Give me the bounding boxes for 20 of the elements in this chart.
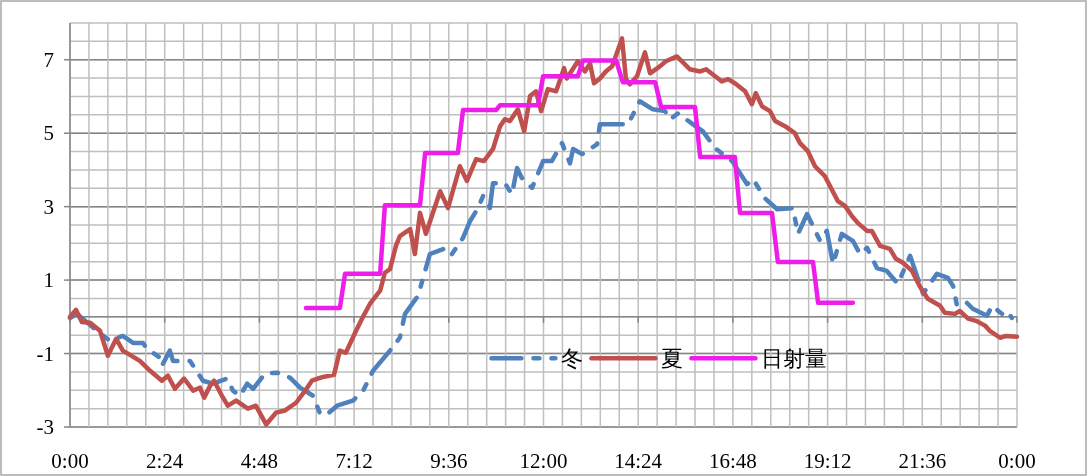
x-tick-label: 7:12 <box>335 449 373 473</box>
legend-label: 冬 <box>561 346 584 372</box>
y-tick-label: 1 <box>43 268 54 293</box>
y-tick-label: -1 <box>36 341 54 366</box>
legend-label: 日射量 <box>761 346 828 372</box>
y-tick-label: 3 <box>43 194 54 219</box>
x-tick-label: 19:12 <box>803 449 852 473</box>
x-tick-label: 12:00 <box>519 449 568 473</box>
x-tick-label: 0:00 <box>51 449 89 473</box>
y-tick-label: 7 <box>43 47 54 72</box>
x-tick-label: 21:36 <box>898 449 947 473</box>
y-tick-label: 5 <box>43 121 54 146</box>
x-tick-label: 9:36 <box>430 449 468 473</box>
x-tick-label: 14:24 <box>614 449 663 473</box>
x-tick-label: 16:48 <box>708 449 757 473</box>
x-tick-label: 4:48 <box>240 449 279 473</box>
x-tick-label: 2:24 <box>146 449 184 473</box>
legend-label: 夏 <box>661 346 684 372</box>
x-tick-label: 0:00 <box>998 449 1036 473</box>
y-tick-label: -3 <box>36 415 54 439</box>
